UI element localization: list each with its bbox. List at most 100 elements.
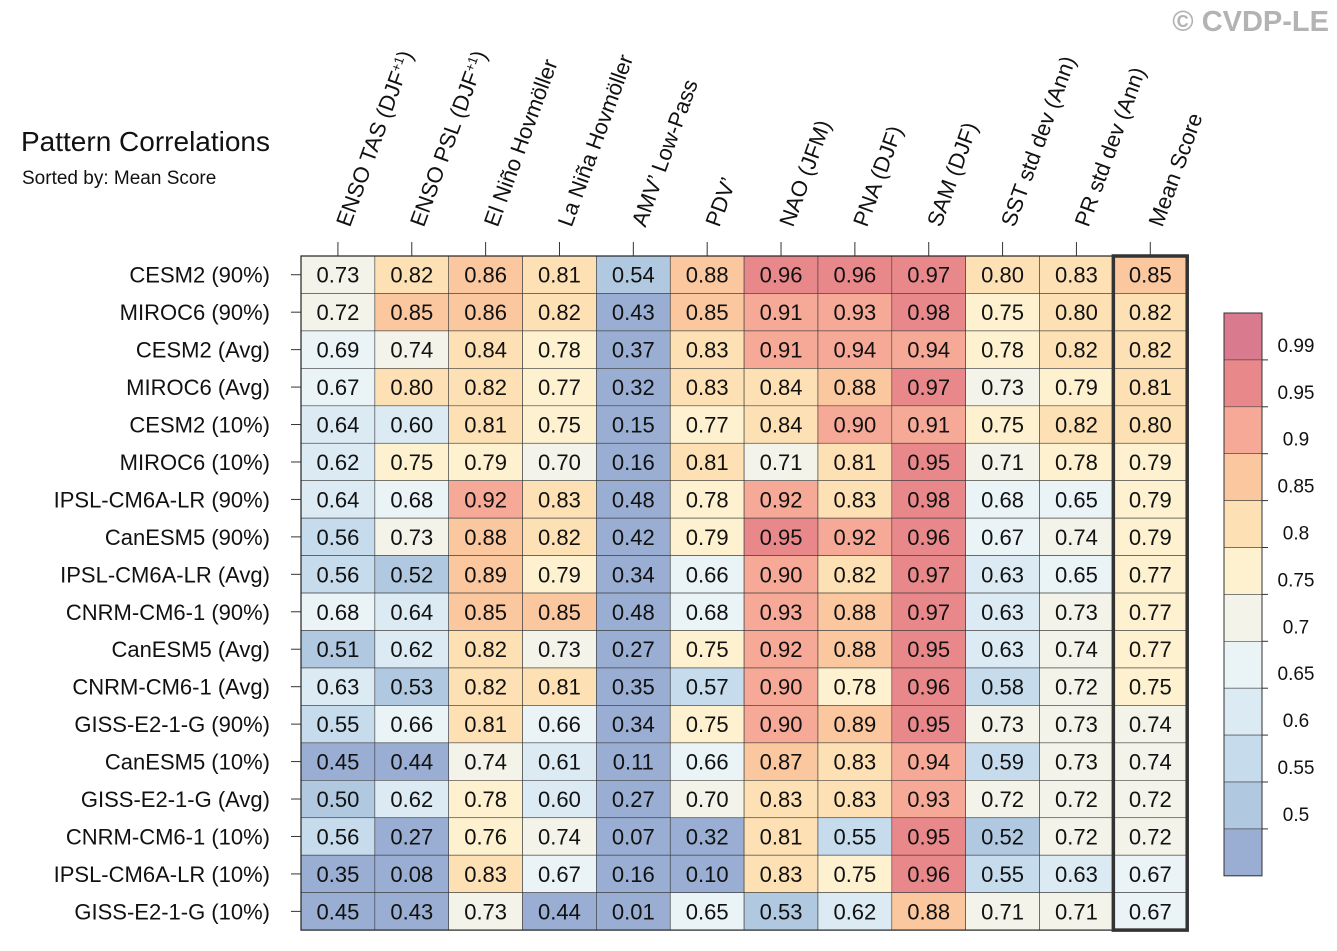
column-label: La Niña Hovmöller — [553, 51, 638, 230]
cell-value: 0.78 — [538, 338, 581, 363]
heatmap-cell — [522, 854, 597, 893]
cell-value: 0.53 — [760, 899, 803, 924]
cell-value: 0.55 — [981, 862, 1024, 887]
heatmap-cell — [596, 779, 671, 819]
heatmap-cell — [817, 442, 893, 482]
heatmap-cell — [448, 480, 523, 519]
cell-value: 0.75 — [1129, 675, 1172, 700]
heatmap-cell — [1113, 555, 1188, 594]
heatmap-cell — [965, 330, 1040, 369]
cell-value: 0.35 — [612, 675, 655, 700]
cell-value: 0.77 — [1129, 637, 1172, 662]
cell-value: 0.83 — [833, 787, 876, 812]
cell-value: 0.34 — [612, 712, 655, 737]
cell-value: 0.84 — [760, 375, 803, 400]
cell-value: 0.32 — [686, 824, 729, 849]
heatmap-cell — [965, 555, 1040, 594]
colorbar-segment — [1223, 734, 1263, 783]
cell-value: 0.81 — [686, 450, 729, 475]
cell-value: 0.27 — [612, 787, 655, 812]
cell-value: 0.60 — [390, 413, 433, 438]
heatmap-cell — [1039, 854, 1114, 893]
cell-value: 0.79 — [538, 562, 581, 587]
cell-value: 0.16 — [612, 450, 655, 475]
heatmap-cell — [1113, 330, 1188, 369]
cell-value: 0.85 — [1129, 263, 1172, 288]
cell-value: 0.87 — [760, 750, 803, 775]
cell-value: 0.55 — [833, 824, 876, 849]
heatmap-cell — [374, 480, 450, 519]
heatmap-cell — [596, 667, 671, 706]
heatmap-cell — [669, 630, 745, 669]
cell-value: 0.63 — [1055, 862, 1098, 887]
cell-value: 0.27 — [390, 824, 433, 849]
cell-value: 0.98 — [907, 487, 950, 512]
cell-value: 0.64 — [317, 487, 360, 512]
cell-value: 0.10 — [686, 862, 729, 887]
cell-value: 0.78 — [981, 338, 1024, 363]
heatmap-cell — [817, 667, 893, 706]
heatmap-cell — [817, 517, 893, 556]
cell-value: 0.92 — [464, 487, 507, 512]
cell-value: 0.83 — [686, 338, 729, 363]
cell-value: 0.78 — [1055, 450, 1098, 475]
column-label: AMV’ Low-Pass — [627, 76, 703, 230]
heatmap-cell — [300, 742, 376, 781]
heatmap-cell — [965, 742, 1040, 781]
heatmap-cell — [891, 667, 966, 706]
colorbar-tick-label: 0.99 — [1278, 336, 1315, 357]
heatmap-cell — [522, 892, 597, 931]
cell-value: 0.67 — [981, 525, 1024, 550]
row-label: CESM2 (90%) — [129, 263, 270, 288]
cell-value: 0.95 — [907, 450, 950, 475]
cell-value: 0.63 — [981, 600, 1024, 625]
cell-value: 0.70 — [538, 450, 581, 475]
cell-value: 0.44 — [390, 750, 433, 775]
cell-value: 0.27 — [612, 637, 655, 662]
cell-value: 0.92 — [760, 487, 803, 512]
heatmap-cell — [448, 705, 523, 744]
cell-value: 0.90 — [760, 675, 803, 700]
cell-value: 0.94 — [907, 750, 950, 775]
heatmap-cell — [300, 817, 376, 856]
heatmap-cell — [1039, 405, 1114, 444]
colorbar-segment — [1223, 781, 1263, 830]
column-label: SST std dev (Ann) — [996, 53, 1081, 230]
colorbar-tick-label: 0.85 — [1278, 477, 1315, 498]
heatmap-cell — [522, 405, 597, 444]
heatmap-cell — [891, 630, 966, 669]
heatmap-cell — [522, 555, 597, 594]
cell-value: 0.57 — [686, 675, 729, 700]
cell-value: 0.66 — [390, 712, 433, 737]
cell-value: 0.59 — [981, 750, 1024, 775]
heatmap-cell — [522, 817, 597, 856]
heatmap-cell — [374, 255, 450, 294]
column-label: ENSO TAS (DJF+1) — [331, 47, 418, 230]
heatmap-cell — [669, 442, 745, 482]
row-label: CanESM5 (10%) — [105, 750, 270, 775]
heatmap-cell — [374, 555, 450, 594]
colorbar-tick-label: 0.5 — [1283, 805, 1309, 826]
cell-value: 0.96 — [833, 263, 876, 288]
heatmap-cell — [300, 405, 376, 444]
cell-value: 0.67 — [1129, 862, 1172, 887]
colorbar-tick-label: 0.75 — [1278, 570, 1315, 591]
heatmap-cell — [1113, 293, 1188, 332]
cell-value: 0.79 — [686, 525, 729, 550]
heatmap-cell — [300, 330, 376, 369]
chart-title: Pattern Correlations — [21, 126, 271, 157]
colorbar-tick-label: 0.95 — [1278, 383, 1315, 404]
cell-value: 0.71 — [760, 450, 803, 475]
cell-value: 0.90 — [833, 413, 876, 438]
cell-value: 0.79 — [464, 450, 507, 475]
heatmap-cell — [669, 592, 745, 631]
heatmap-cell — [374, 705, 450, 744]
heatmap-cell — [300, 854, 376, 893]
cell-value: 0.62 — [390, 787, 433, 812]
cell-value: 0.68 — [686, 600, 729, 625]
cell-value: 0.73 — [981, 375, 1024, 400]
heatmap-cell — [300, 779, 376, 819]
heatmap-cell — [596, 405, 671, 444]
heatmap-cell — [1039, 555, 1114, 594]
